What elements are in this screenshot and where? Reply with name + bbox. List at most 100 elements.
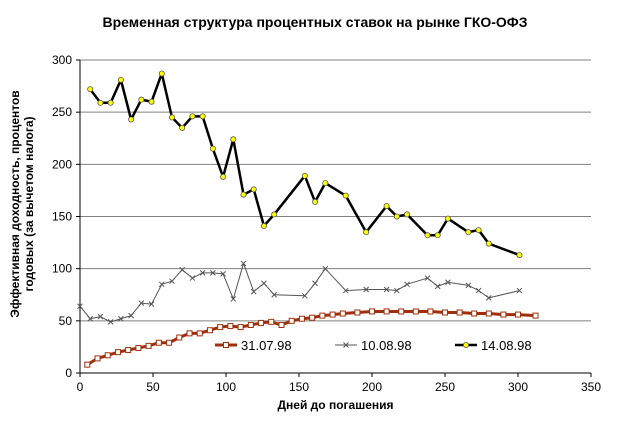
data-point bbox=[169, 278, 175, 285]
data-point bbox=[485, 310, 492, 317]
data-point bbox=[128, 116, 135, 123]
data-point bbox=[271, 291, 278, 298]
data-point bbox=[442, 309, 448, 316]
data-point bbox=[258, 319, 265, 326]
data-point bbox=[465, 282, 472, 289]
data-point bbox=[77, 303, 83, 310]
data-point bbox=[471, 310, 478, 317]
x-tick-label: 200 bbox=[362, 380, 382, 394]
data-point bbox=[168, 114, 175, 121]
data-point bbox=[117, 76, 124, 83]
data-point bbox=[363, 229, 370, 236]
data-point bbox=[97, 99, 104, 106]
data-point bbox=[250, 288, 257, 295]
data-point bbox=[383, 203, 390, 210]
data-point bbox=[485, 295, 492, 301]
data-point bbox=[383, 308, 390, 315]
data-point bbox=[383, 286, 390, 293]
data-point bbox=[179, 266, 186, 273]
data-point bbox=[319, 312, 326, 319]
data-point bbox=[363, 286, 370, 293]
data-point bbox=[354, 309, 361, 316]
data-point bbox=[475, 227, 482, 234]
data-point bbox=[412, 308, 419, 315]
chart-title: Временная структура процентных ставок на… bbox=[102, 14, 528, 30]
data-point bbox=[210, 269, 216, 276]
data-point bbox=[288, 317, 295, 324]
data-point bbox=[424, 232, 431, 239]
data-point bbox=[199, 113, 206, 120]
data-point bbox=[532, 312, 539, 319]
y-tick-label: 50 bbox=[59, 314, 73, 328]
legend-label: 31.07.98 bbox=[241, 338, 292, 353]
data-point bbox=[138, 96, 145, 103]
data-point bbox=[312, 198, 319, 205]
y-tick-label: 250 bbox=[52, 105, 72, 119]
data-point bbox=[456, 309, 463, 316]
legend-label: 10.08.98 bbox=[361, 338, 412, 353]
data-point bbox=[217, 324, 224, 331]
data-point bbox=[516, 287, 523, 294]
data-point bbox=[87, 315, 94, 322]
data-point bbox=[424, 275, 431, 281]
data-point bbox=[230, 136, 237, 143]
data-point bbox=[118, 315, 124, 322]
data-point bbox=[445, 279, 451, 286]
y-tick-label: 0 bbox=[65, 366, 72, 380]
data-point bbox=[250, 186, 257, 193]
data-point bbox=[104, 352, 111, 359]
data-point bbox=[135, 344, 142, 351]
data-point bbox=[393, 287, 400, 294]
data-point bbox=[125, 347, 132, 354]
data-point bbox=[84, 361, 91, 368]
data-point bbox=[186, 330, 193, 337]
x-tick-label: 150 bbox=[289, 380, 309, 394]
data-point bbox=[444, 215, 451, 222]
data-point bbox=[434, 232, 441, 239]
series-line-14.08.98 bbox=[89, 72, 520, 257]
data-point bbox=[247, 322, 254, 329]
data-point bbox=[166, 339, 173, 346]
data-point bbox=[230, 296, 237, 302]
x-tick-label: 250 bbox=[435, 380, 455, 394]
data-point bbox=[398, 308, 405, 315]
data-point bbox=[155, 339, 162, 346]
data-point bbox=[309, 314, 316, 321]
data-point bbox=[176, 334, 183, 341]
data-point bbox=[189, 113, 196, 120]
legend-marker bbox=[462, 341, 469, 348]
data-point bbox=[475, 287, 482, 294]
data-point bbox=[261, 280, 267, 287]
data-point bbox=[322, 180, 329, 187]
legend-marker bbox=[223, 342, 229, 348]
data-point bbox=[97, 313, 104, 320]
legend-label: 14.08.98 bbox=[481, 338, 532, 353]
data-point bbox=[329, 311, 336, 318]
data-point bbox=[189, 275, 196, 281]
data-point bbox=[240, 260, 247, 267]
data-point bbox=[107, 319, 114, 325]
data-point bbox=[322, 265, 329, 272]
data-point bbox=[179, 124, 186, 131]
data-point bbox=[196, 330, 203, 337]
data-point bbox=[148, 301, 155, 307]
data-point bbox=[107, 99, 114, 106]
y-tick-label: 150 bbox=[52, 210, 72, 224]
data-point bbox=[114, 349, 121, 356]
data-point bbox=[515, 311, 521, 318]
data-point bbox=[145, 342, 152, 349]
data-point bbox=[260, 222, 267, 229]
data-point bbox=[404, 211, 411, 218]
data-point bbox=[87, 86, 94, 93]
data-point bbox=[158, 281, 165, 288]
data-point bbox=[427, 308, 434, 315]
data-point bbox=[301, 172, 308, 179]
data-point bbox=[278, 322, 285, 329]
data-point bbox=[240, 191, 247, 198]
legend-marker bbox=[343, 342, 349, 348]
data-point bbox=[199, 269, 206, 276]
data-point bbox=[237, 324, 244, 331]
data-point bbox=[298, 315, 305, 322]
data-point bbox=[206, 327, 213, 334]
